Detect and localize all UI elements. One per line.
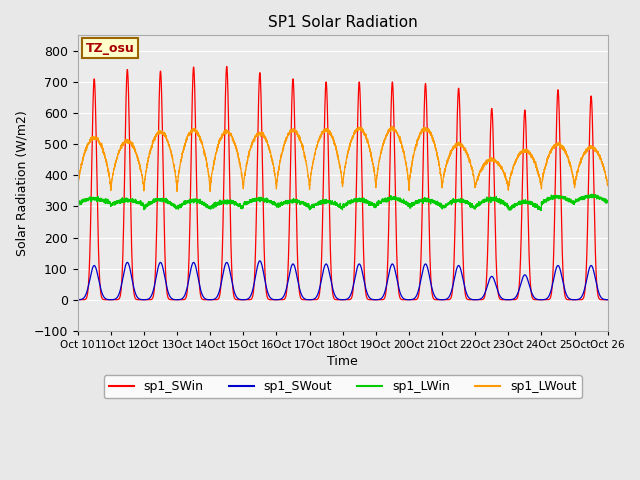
sp1_LWin	[362, 199, 370, 204]
sp1_SWout	[256, 258, 264, 264]
sp1_LWin	[74, 200, 81, 205]
sp1_SWout	[488, 274, 496, 279]
sp1_LWout	[604, 183, 611, 189]
Legend: sp1_SWin, sp1_SWout, sp1_LWin, sp1_LWout: sp1_SWin, sp1_SWout, sp1_LWin, sp1_LWout	[104, 375, 582, 398]
sp1_LWin	[588, 192, 595, 197]
sp1_LWout	[391, 127, 399, 132]
sp1_LWin	[514, 201, 522, 207]
sp1_SWin	[504, 297, 512, 302]
Title: SP1 Solar Radiation: SP1 Solar Radiation	[268, 15, 417, 30]
sp1_SWin	[514, 293, 522, 299]
sp1_SWin	[362, 292, 370, 298]
sp1_SWin	[74, 297, 81, 302]
sp1_LWout	[388, 124, 396, 130]
Line: sp1_SWin: sp1_SWin	[77, 66, 607, 300]
sp1_SWout	[504, 297, 512, 302]
sp1_SWout	[74, 297, 81, 302]
sp1_SWout	[390, 265, 398, 271]
sp1_LWout	[184, 133, 191, 139]
sp1_SWin	[528, 292, 536, 298]
sp1_LWin	[537, 207, 545, 213]
Line: sp1_LWout: sp1_LWout	[77, 127, 607, 192]
X-axis label: Time: Time	[327, 355, 358, 369]
sp1_LWout	[74, 186, 81, 192]
Text: TZ_osu: TZ_osu	[86, 42, 134, 55]
sp1_SWin	[390, 149, 398, 155]
sp1_LWin	[488, 197, 495, 203]
sp1_SWin	[223, 63, 230, 69]
sp1_SWout	[514, 290, 522, 296]
Y-axis label: Solar Radiation (W/m2): Solar Radiation (W/m2)	[15, 110, 28, 256]
sp1_LWout	[514, 152, 522, 158]
sp1_SWout	[604, 297, 611, 302]
sp1_SWin	[184, 286, 191, 291]
Line: sp1_LWin: sp1_LWin	[77, 194, 607, 210]
sp1_SWout	[184, 283, 191, 289]
sp1_LWout	[528, 153, 536, 158]
sp1_SWin	[488, 106, 496, 111]
sp1_LWin	[390, 194, 398, 200]
sp1_LWin	[184, 198, 191, 204]
Line: sp1_SWout: sp1_SWout	[77, 261, 607, 300]
sp1_LWout	[488, 155, 496, 161]
sp1_SWout	[362, 287, 370, 293]
sp1_SWout	[528, 289, 536, 295]
sp1_LWin	[604, 198, 611, 204]
sp1_LWout	[206, 189, 214, 194]
sp1_LWout	[362, 136, 370, 142]
sp1_SWin	[604, 297, 611, 302]
sp1_LWin	[527, 201, 535, 206]
